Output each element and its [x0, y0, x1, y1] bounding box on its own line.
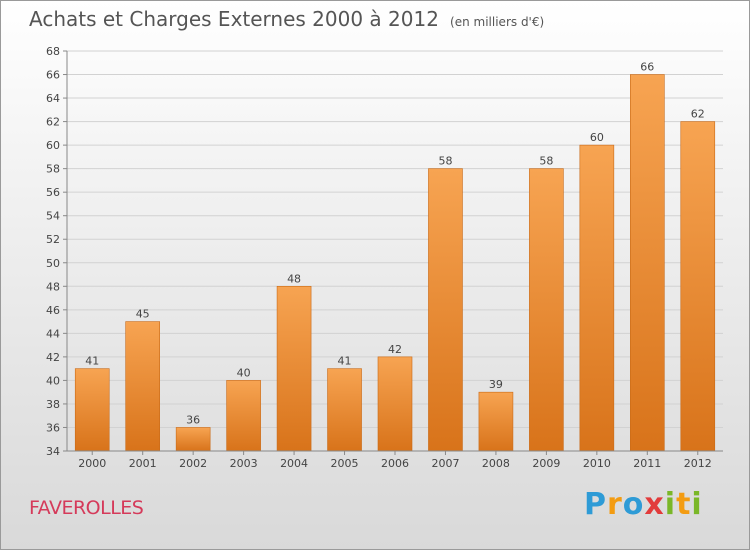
- data-label-2007: 58: [438, 155, 452, 168]
- data-label-2009: 58: [539, 155, 553, 168]
- data-label-2010: 60: [590, 131, 604, 144]
- y-tick-label: 36: [46, 421, 60, 434]
- data-label-2012: 62: [691, 108, 705, 121]
- y-tick-label: 66: [46, 69, 60, 82]
- x-tick-label-2005: 2005: [331, 457, 359, 470]
- x-tick-label-2011: 2011: [633, 457, 661, 470]
- data-label-2003: 40: [237, 366, 251, 379]
- x-tick-label-2009: 2009: [532, 457, 560, 470]
- bar-2006: [377, 356, 413, 452]
- y-tick-label: 50: [46, 257, 60, 270]
- data-label-2004: 48: [287, 272, 301, 285]
- bar-2002: [175, 427, 211, 452]
- data-label-2001: 45: [136, 308, 150, 321]
- y-tick-label: 48: [46, 280, 60, 293]
- y-tick-label: 56: [46, 186, 60, 199]
- x-tick-label-2006: 2006: [381, 457, 409, 470]
- y-tick-label: 42: [46, 351, 60, 364]
- x-tick-label-2000: 2000: [78, 457, 106, 470]
- chart-unit-label: (en milliers d'€): [450, 15, 545, 29]
- bar-2003: [226, 380, 261, 452]
- x-tick-label-2007: 2007: [431, 457, 459, 470]
- y-tick-label: 40: [46, 374, 60, 387]
- data-label-2006: 42: [388, 343, 402, 356]
- data-label-2000: 41: [85, 355, 99, 368]
- logo-letter: o: [622, 487, 645, 522]
- x-tick-label-2001: 2001: [129, 457, 157, 470]
- axes: 34 36 38 40 42 44 46 48 50 52 54 56 58 60 62 64 66 68 2000…: [46, 45, 723, 470]
- y-tick-label: 64: [46, 92, 60, 105]
- x-tick-label-2002: 2002: [179, 457, 207, 470]
- bar-2008: [478, 391, 514, 452]
- bars: 41 45 36 40 48 41 42 58 39 58 60 66 62: [74, 61, 716, 452]
- bar-2009: [529, 168, 564, 452]
- data-label-2005: 41: [338, 355, 352, 368]
- x-tick-label-2004: 2004: [280, 457, 308, 470]
- data-label-2002: 36: [186, 413, 200, 426]
- bar-2005: [327, 368, 362, 452]
- x-tick-label-2003: 2003: [230, 457, 258, 470]
- y-tick-label: 38: [46, 398, 60, 411]
- y-tick-label: 52: [46, 233, 60, 246]
- bar-2004: [276, 285, 312, 452]
- bar-2000: [74, 368, 110, 452]
- logo-letter: P: [584, 487, 607, 522]
- bar-2007: [428, 168, 463, 452]
- logo-letter: x: [644, 487, 665, 522]
- chart-title-main: Achats et Charges Externes 2000 à 2012: [29, 7, 439, 31]
- y-tick-label: 44: [46, 327, 60, 340]
- x-tick-label-2010: 2010: [583, 457, 611, 470]
- bar-2010: [579, 144, 615, 452]
- logo-letter: r: [607, 487, 623, 522]
- logo-letter: i: [664, 487, 677, 522]
- y-tick-label: 34: [46, 445, 60, 458]
- logo-letter: t: [676, 487, 692, 522]
- y-tick-label: 62: [46, 116, 60, 129]
- y-tick-label: 54: [46, 210, 60, 223]
- chart-title: Achats et Charges Externes 2000 à 2012 (…: [29, 7, 544, 31]
- commune-name: FAVEROLLES: [29, 497, 144, 519]
- y-tick-label: 58: [46, 163, 60, 176]
- x-tick-label-2012: 2012: [684, 457, 712, 470]
- y-tick-label: 68: [46, 45, 60, 58]
- bar-2001: [125, 321, 160, 452]
- x-tick-label-2008: 2008: [482, 457, 510, 470]
- proxiti-logo: Proxiti: [584, 487, 703, 522]
- bar-2011: [630, 74, 665, 452]
- y-tick-label: 46: [46, 304, 60, 317]
- bar-2012: [680, 121, 716, 452]
- data-label-2008: 39: [489, 378, 503, 391]
- logo-letter: i: [691, 487, 703, 522]
- data-label-2011: 66: [640, 61, 654, 74]
- y-tick-label: 60: [46, 139, 60, 152]
